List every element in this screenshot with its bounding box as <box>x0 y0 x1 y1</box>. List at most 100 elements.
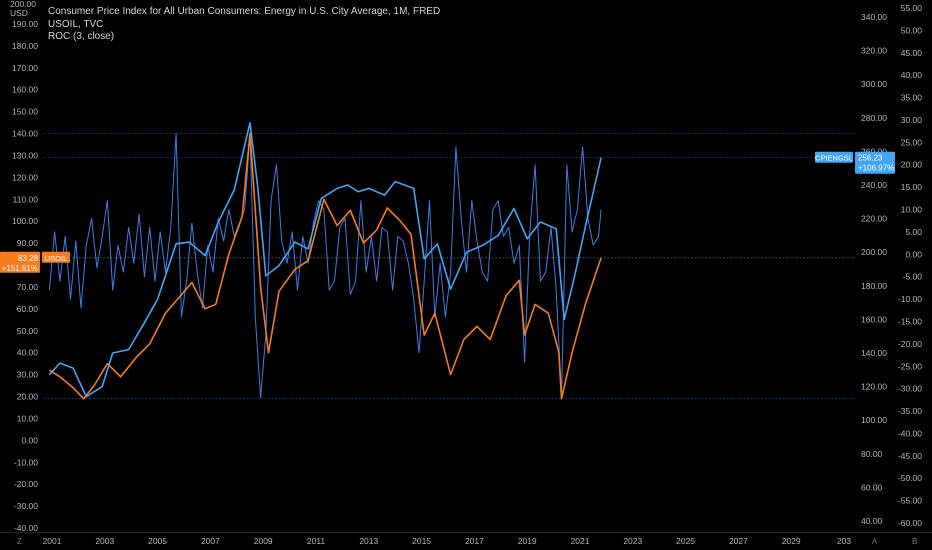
usoil-price-marker: 83.28+151.61% USOIL <box>0 251 70 273</box>
auto-scale-button-right[interactable]: B <box>912 537 918 546</box>
left-axis-tick: -40.00 <box>14 523 38 533</box>
left-axis-tick: 50.00 <box>17 326 39 336</box>
price-axis-tick: 260.00 <box>861 146 887 156</box>
price-axis-tick: 200.00 <box>861 247 887 257</box>
price-axis-tick: 120.00 <box>861 382 887 392</box>
roc-axis-tick: -10.00 <box>898 294 922 304</box>
left-axis-tick: 140.00 <box>12 129 38 139</box>
price-axis-tick: 60.00 <box>861 482 883 492</box>
left-axis-tick: -10.00 <box>14 457 38 467</box>
price-axis-tick: 240.00 <box>861 180 887 190</box>
zoom-button[interactable]: Z <box>17 537 22 546</box>
left-axis-tick: 150.00 <box>12 107 38 117</box>
price-axis-tick: 80.00 <box>861 449 883 459</box>
legend-main-series[interactable]: Consumer Price Index for All Urban Consu… <box>48 6 441 17</box>
time-axis-tick: 203 <box>837 536 851 546</box>
time-axis-tick: 2019 <box>518 536 537 546</box>
left-axis-tick: 0.00 <box>21 435 38 445</box>
time-axis-tick: 2017 <box>465 536 484 546</box>
legend-usoil-series[interactable]: USOIL, TVC <box>48 18 104 30</box>
roc-axis-tick: -20.00 <box>898 339 922 349</box>
cpi-value-box <box>855 151 895 174</box>
roc-axis-tick: 10.00 <box>901 205 923 215</box>
time-axis-tick: 2013 <box>359 536 378 546</box>
roc-axis-tick: 30.00 <box>901 115 923 125</box>
price-axis-tick: 300.00 <box>861 79 887 89</box>
left-axis-tick: -30.00 <box>14 501 38 511</box>
time-axis-tick: 2001 <box>43 536 62 546</box>
time-axis-tick: 2021 <box>571 536 590 546</box>
left-axis-tick: 180.00 <box>12 41 38 51</box>
currency-label[interactable]: USD <box>10 8 28 18</box>
series-line-usoil <box>48 132 602 400</box>
roc-axis-tick: -5.00 <box>903 272 923 282</box>
time-axis-tick: 2027 <box>729 536 748 546</box>
left-axis-tick: 30.00 <box>17 370 39 380</box>
series-line-roc-3-close <box>48 132 602 399</box>
left-axis-top-tick: 200.00 <box>10 0 36 9</box>
left-axis-tick: 10.00 <box>17 413 39 423</box>
auto-scale-button[interactable]: A <box>872 537 878 546</box>
cpi-label-text: CPIENGSL <box>815 154 853 163</box>
left-axis-tick: 20.00 <box>17 392 39 402</box>
left-axis-tick: 160.00 <box>12 85 38 95</box>
roc-axis-tick: -15.00 <box>898 316 922 326</box>
legend-roc-indicator[interactable]: ROC (3, close) <box>48 31 115 42</box>
price-axis-tick: 180.00 <box>861 281 887 291</box>
price-axis-tick: 40.00 <box>861 516 883 526</box>
left-axis-tick: 130.00 <box>12 150 38 160</box>
usoil-label-text: USOIL <box>45 254 68 263</box>
roc-axis-tick: 40.00 <box>901 70 923 80</box>
left-axis-tick: 60.00 <box>17 304 39 314</box>
price-axis-tick: 320.00 <box>861 46 887 56</box>
roc-axis-tick: 50.00 <box>901 25 923 35</box>
time-axis-tick: 2015 <box>412 536 431 546</box>
roc-axis-tick: -40.00 <box>898 428 922 438</box>
roc-axis-tick: 35.00 <box>901 93 923 103</box>
roc-axis-tick: 15.00 <box>901 182 923 192</box>
roc-axis-tick: -35.00 <box>898 406 922 416</box>
roc-axis-tick: 25.00 <box>901 137 923 147</box>
chart-legend: Consumer Price Index for All Urban Consu… <box>48 6 440 44</box>
cpi-label-box <box>815 151 853 163</box>
time-axis-tick: 2009 <box>254 536 273 546</box>
usoil-label-box <box>42 251 70 263</box>
roc-axis-tick: -30.00 <box>898 384 922 394</box>
roc-axis-tick: 0.00 <box>905 249 922 259</box>
roc-axis-tick: 55.00 <box>901 3 923 13</box>
roc-axis-tick: 45.00 <box>901 48 923 58</box>
left-axis-tick: 40.00 <box>17 348 39 358</box>
time-axis-tick: 2005 <box>148 536 167 546</box>
time-axis-tick: 2025 <box>676 536 695 546</box>
roc-axis-tick: -50.00 <box>898 473 922 483</box>
usoil-value-box <box>0 251 40 273</box>
left-axis-tick: 120.00 <box>12 172 38 182</box>
time-axis-tick: 2011 <box>307 536 326 546</box>
left-axis-tick: 90.00 <box>17 238 39 248</box>
roc-axis-tick: -55.00 <box>898 496 922 506</box>
cpi-value-text: 256.23 <box>858 154 883 163</box>
roc-axis-tick: -45.00 <box>898 451 922 461</box>
left-axis-tick: 170.00 <box>12 63 38 73</box>
left-axis-tick: 190.00 <box>12 19 38 29</box>
left-axis-tick: -20.00 <box>14 479 38 489</box>
price-axis-tick: 100.00 <box>861 415 887 425</box>
left-axis-currency: 200.00 USD <box>10 0 36 18</box>
roc-axis-tick: -25.00 <box>898 361 922 371</box>
price-axis-tick: 280.00 <box>861 113 887 123</box>
price-axis-tick: 160.00 <box>861 314 887 324</box>
time-axis-tick: 2007 <box>201 536 220 546</box>
left-axis-tick: 100.00 <box>12 216 38 226</box>
time-axis-tick: 2029 <box>782 536 801 546</box>
price-axis-tick: 340.00 <box>861 12 887 22</box>
series-line-cpiengsl <box>48 122 602 398</box>
usoil-value-text: 83.28 <box>18 254 39 263</box>
roc-axis-tick: 5.00 <box>905 227 922 237</box>
price-axis-tick: 220.00 <box>861 214 887 224</box>
left-axis-tick: 110.00 <box>13 194 39 204</box>
time-axis-tick: 2023 <box>623 536 642 546</box>
price-axis-tick: 140.00 <box>861 348 887 358</box>
roc-axis-tick: -60.00 <box>898 518 922 528</box>
